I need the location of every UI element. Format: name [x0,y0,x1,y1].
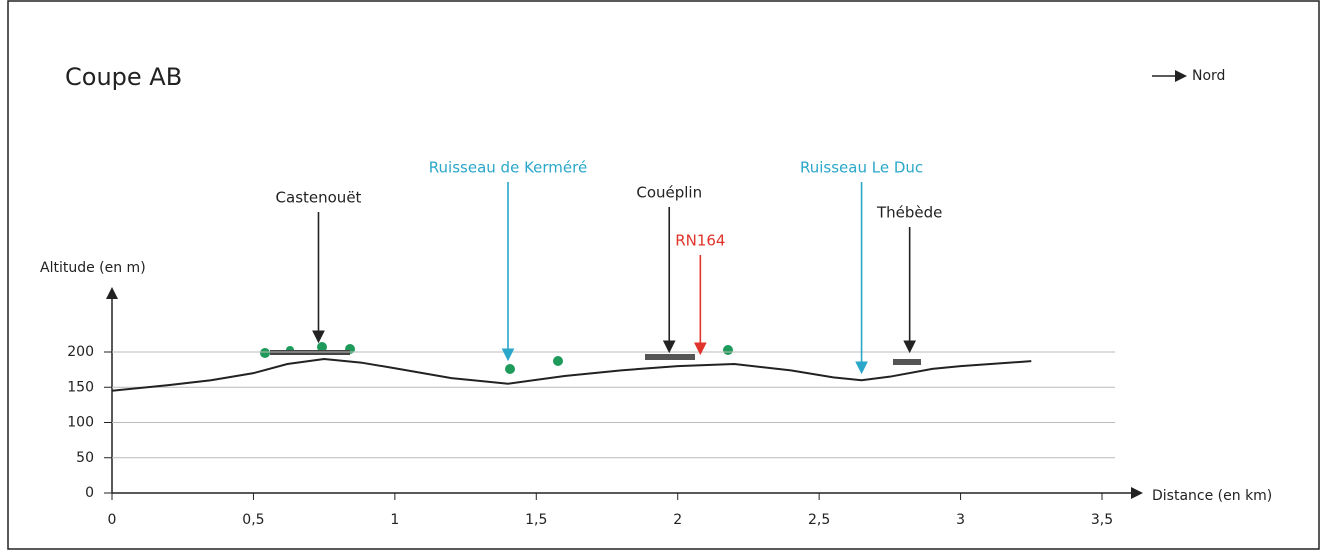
north-label: Nord [1192,68,1225,84]
x-tick-label: 0,5 [242,512,264,528]
x-tick-label: 0 [108,512,117,528]
x-tick-label: 2,5 [808,512,830,528]
y-axis-title: Altitude (en m) [40,260,146,276]
x-tick-label: 1,5 [525,512,547,528]
annotation-label: Ruisseau Le Duc [800,159,923,177]
y-tick-label: 200 [67,344,94,360]
frame [7,0,1320,550]
chart-title: Coupe AB [65,63,182,91]
y-tick-label: 150 [67,379,94,395]
annotation-label: Thébède [876,204,942,222]
y-tick-label: 50 [76,450,94,466]
y-tick-label: 100 [67,415,94,431]
annotation-label: Couéplin [636,184,702,202]
annotation-label: RN164 [675,232,725,250]
annotation-label: Castenouët [276,189,362,207]
profile-line [111,358,1032,392]
x-axis-title: Distance (en km) [1152,488,1272,504]
x-tick-label: 3,5 [1091,512,1113,528]
annotation-label: Ruisseau de Kerméré [429,159,587,177]
decor [260,342,921,374]
x-tick-label: 2 [673,512,682,528]
x-tick-label: 1 [390,512,399,528]
x-tick-label: 3 [956,512,965,528]
y-tick-label: 0 [85,485,94,501]
